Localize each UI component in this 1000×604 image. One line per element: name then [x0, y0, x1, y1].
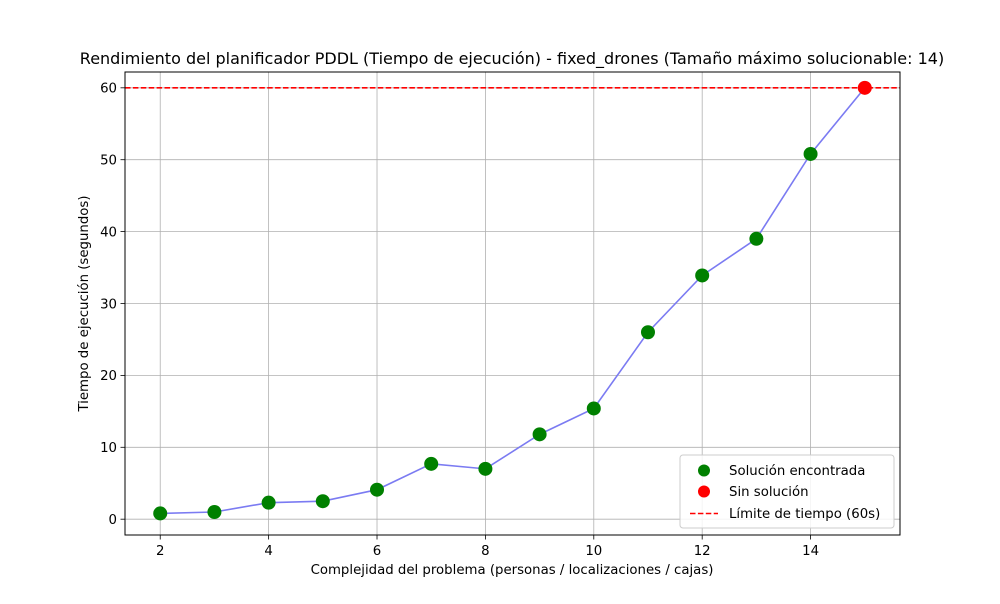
- point-solved: [640, 325, 655, 340]
- chart-title: Rendimiento del planificador PDDL (Tiemp…: [80, 49, 944, 69]
- x-axis-ticks: 2 4 6 8 10 12 14: [156, 535, 819, 559]
- point-solved: [207, 504, 222, 519]
- point-solved: [695, 268, 710, 283]
- legend-box: [679, 454, 895, 529]
- y-tick-label: 30: [100, 297, 117, 312]
- series-line: [160, 87, 866, 515]
- x-tick-label: 2: [156, 544, 164, 559]
- legend-label-limit: Límite de tiempo (60s): [729, 506, 880, 522]
- point-solved: [532, 427, 547, 442]
- point-solved: [478, 461, 493, 476]
- y-tick-label: 60: [100, 82, 117, 97]
- point-solved: [586, 401, 601, 416]
- point-solved: [803, 146, 818, 161]
- x-tick-label: 10: [585, 544, 602, 559]
- point-solved: [315, 494, 330, 509]
- point-solved: [153, 506, 168, 521]
- point-unsolved: [857, 80, 872, 95]
- legend: Solución encontrada Sin solución Límite …: [679, 454, 895, 529]
- legend-marker-solved: [698, 464, 710, 477]
- x-tick-label: 4: [264, 544, 272, 559]
- point-solved: [370, 482, 385, 497]
- y-tick-label: 0: [109, 513, 117, 528]
- y-tick-label: 40: [100, 225, 117, 240]
- y-tick-label: 50: [100, 154, 117, 169]
- point-solved: [749, 231, 764, 246]
- point-solved: [424, 456, 439, 471]
- y-axis-ticks: 0 10 20 30 40 50 60: [100, 82, 125, 528]
- connecting-line: [160, 87, 866, 515]
- point-solved: [261, 495, 276, 510]
- legend-marker-unsolved: [698, 485, 710, 498]
- x-tick-label: 14: [802, 544, 819, 559]
- y-tick-label: 20: [100, 369, 117, 384]
- y-axis-label: Tiempo de ejecución (segundos): [76, 195, 92, 412]
- x-tick-label: 6: [373, 544, 381, 559]
- x-axis-label: Complejidad del problema (personas / loc…: [311, 563, 714, 578]
- x-tick-label: 12: [694, 544, 711, 559]
- data-points: [153, 80, 872, 521]
- y-tick-label: 10: [100, 441, 117, 456]
- legend-label-solved: Solución encontrada: [729, 463, 865, 479]
- x-tick-label: 8: [481, 544, 489, 559]
- legend-label-unsolved: Sin solución: [729, 484, 809, 500]
